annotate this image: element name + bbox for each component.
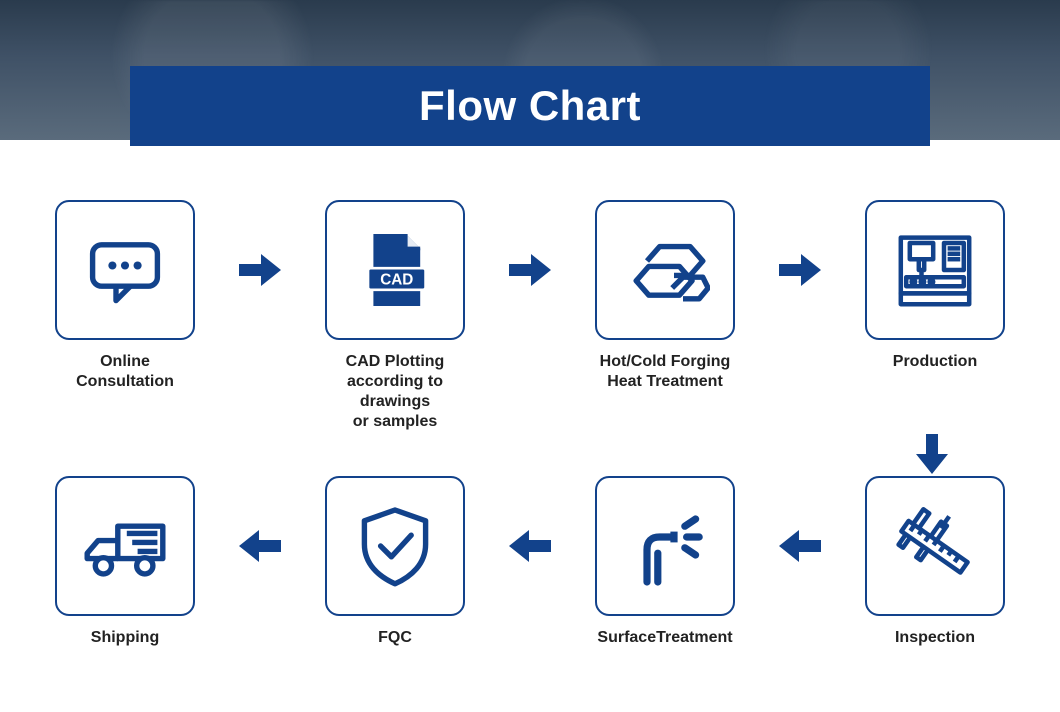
arrow-left-icon [507,526,553,566]
hero-banner: Flow Chart [0,0,1060,140]
flow-arrow [237,476,283,616]
flow-step-cad: CAD CAD Plottingaccording to drawingsor … [310,200,480,432]
flow-step-label: CAD Plottingaccording to drawingsor samp… [310,352,480,432]
flow-step-forging: Hot/Cold ForgingHeat Treatment [580,200,750,392]
arrow-right-icon [507,250,553,290]
flow-arrow [777,200,823,340]
flow-step-label: Inspection [895,628,975,648]
arrow-down-icon [912,432,952,476]
flow-chart: OnlineConsultation CAD CAD Plottingaccor… [0,140,1060,668]
title-bar: Flow Chart [130,66,930,146]
flow-arrow [507,200,553,340]
flow-arrow [237,200,283,340]
flow-step-label: SurfaceTreatment [597,628,732,648]
flow-step-label: Hot/Cold ForgingHeat Treatment [600,352,731,392]
svg-text:CAD: CAD [380,271,413,288]
flow-row-2: Shipping FQC SurfaceTreatment [40,476,1020,648]
arrow-left-icon [777,526,823,566]
flow-step-label: FQC [378,628,412,648]
flow-step-fqc: FQC [310,476,480,648]
arrow-right-icon [237,250,283,290]
flow-step-consultation: OnlineConsultation [40,200,210,392]
arrow-left-icon [237,526,283,566]
flow-step-label: Production [893,352,977,372]
flow-arrow [507,476,553,616]
flow-row-1: OnlineConsultation CAD CAD Plottingaccor… [40,200,1020,432]
flow-step-label: Shipping [91,628,159,648]
truck-icon [55,476,195,616]
chat-icon [55,200,195,340]
flow-step-inspection: Inspection [850,476,1020,648]
flow-arrow [777,476,823,616]
shield-icon [325,476,465,616]
cad-file-icon: CAD [325,200,465,340]
flow-step-surface: SurfaceTreatment [580,476,750,648]
connector-down [40,432,1020,476]
flow-step-shipping: Shipping [40,476,210,648]
page-title: Flow Chart [419,82,641,130]
caliper-icon [865,476,1005,616]
flow-step-production: Production [850,200,1020,372]
flow-step-label: OnlineConsultation [76,352,174,392]
spray-icon [595,476,735,616]
arrow-right-icon [777,250,823,290]
ingot-icon [595,200,735,340]
machine-icon [865,200,1005,340]
